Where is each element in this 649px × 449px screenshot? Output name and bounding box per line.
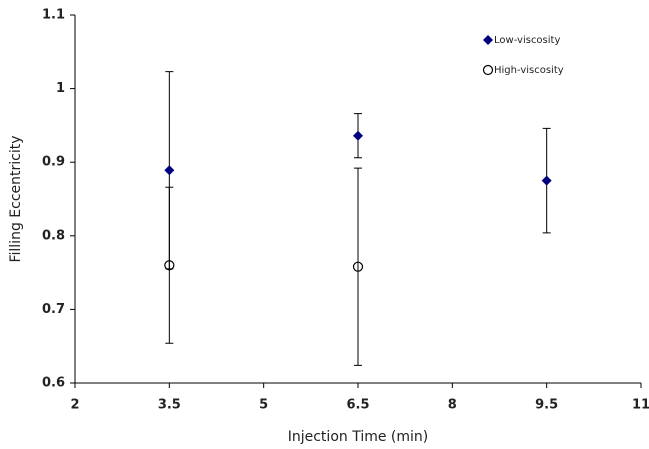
x-tick-label: 9.5: [535, 398, 558, 413]
x-tick-label: 6.5: [346, 398, 369, 413]
legend-marker: [482, 64, 494, 76]
error-bar: [165, 186, 174, 344]
point: [352, 261, 364, 272]
y-tick-label: 1: [56, 81, 65, 96]
x-axis-label: Injection Time (min): [288, 429, 429, 445]
y-tick-label: 0.6: [42, 376, 65, 391]
error-bar: [354, 167, 362, 366]
x-tick-label: 3.5: [158, 398, 181, 413]
y-axis-label: Filling Eccentricity: [8, 135, 24, 262]
legend-label: Low-viscosity: [494, 35, 560, 46]
y-tick-label: 0.9: [42, 155, 65, 170]
y-tick-label: 0.8: [42, 228, 65, 243]
point: [541, 175, 552, 186]
point: [164, 260, 175, 271]
y-tick-label: 1.1: [42, 8, 65, 23]
legend-label: High-viscosity: [494, 65, 564, 76]
point: [353, 130, 363, 141]
x-tick-label: 11: [632, 398, 649, 413]
x-tick-label: 5: [259, 398, 268, 413]
x-tick-label: 8: [448, 398, 457, 413]
point: [164, 165, 175, 176]
x-tick-label: 2: [70, 398, 79, 413]
legend-marker: [483, 35, 493, 45]
y-tick-label: 0.7: [42, 302, 65, 317]
